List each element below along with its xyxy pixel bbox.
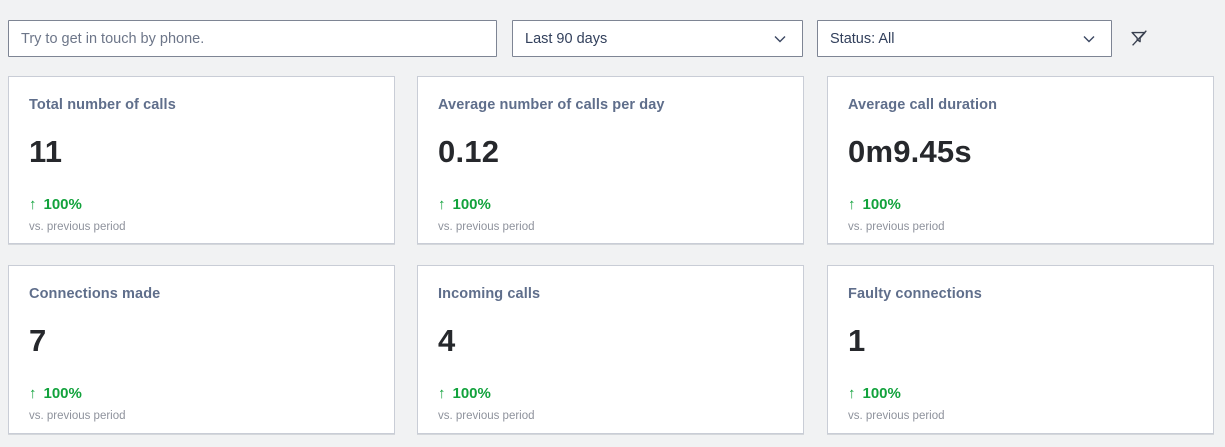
comparison-label: vs. previous period — [438, 410, 535, 422]
chevron-down-icon — [772, 31, 788, 47]
comparison-label: vs. previous period — [29, 221, 126, 233]
card-title: Average call duration — [848, 97, 998, 113]
stat-card-connections-made: Connections made 7 ↑ 100% vs. previous p… — [8, 265, 395, 434]
arrow-up-icon: ↑ — [29, 385, 37, 402]
card-value: 7 — [29, 323, 47, 358]
clear-filters-button[interactable] — [1124, 24, 1154, 54]
period-dropdown-value: Last 90 days — [525, 30, 608, 47]
trend-indicator: ↑ 100% — [29, 196, 374, 213]
card-title: Average number of calls per day — [438, 97, 665, 113]
chevron-down-icon — [1081, 31, 1097, 47]
card-value: 0.12 — [438, 134, 500, 169]
period-dropdown[interactable]: Last 90 days — [512, 20, 803, 57]
stat-card-total-calls: Total number of calls 11 ↑ 100% vs. prev… — [8, 76, 395, 244]
filter-off-icon — [1128, 27, 1150, 52]
trend-value: 100% — [43, 385, 82, 402]
trend-indicator: ↑ 100% — [29, 385, 374, 402]
search-input[interactable] — [8, 20, 497, 57]
trend-value: 100% — [452, 385, 491, 402]
comparison-label: vs. previous period — [848, 410, 945, 422]
arrow-up-icon: ↑ — [438, 196, 446, 213]
card-title: Total number of calls — [29, 97, 176, 113]
stat-card-incoming-calls: Incoming calls 4 ↑ 100% vs. previous per… — [417, 265, 804, 434]
arrow-up-icon: ↑ — [29, 196, 37, 213]
trend-indicator: ↑ 100% — [438, 196, 783, 213]
stat-card-avg-call-duration: Average call duration 0m9.45s ↑ 100% vs.… — [827, 76, 1214, 244]
card-value: 0m9.45s — [848, 134, 972, 169]
trend-indicator: ↑ 100% — [848, 196, 1193, 213]
arrow-up-icon: ↑ — [848, 196, 856, 213]
comparison-label: vs. previous period — [848, 221, 945, 233]
trend-indicator: ↑ 100% — [848, 385, 1193, 402]
status-dropdown-value: Status: All — [830, 30, 895, 47]
trend-value: 100% — [862, 385, 901, 402]
comparison-label: vs. previous period — [29, 410, 126, 422]
card-title: Faulty connections — [848, 286, 982, 302]
card-value: 4 — [438, 323, 456, 358]
card-value: 11 — [29, 134, 63, 169]
trend-value: 100% — [43, 196, 82, 213]
arrow-up-icon: ↑ — [848, 385, 856, 402]
stat-card-faulty-connections: Faulty connections 1 ↑ 100% vs. previous… — [827, 265, 1214, 434]
card-title: Connections made — [29, 286, 161, 302]
status-dropdown[interactable]: Status: All — [817, 20, 1112, 57]
trend-indicator: ↑ 100% — [438, 385, 783, 402]
card-title: Incoming calls — [438, 286, 541, 302]
trend-value: 100% — [452, 196, 491, 213]
card-value: 1 — [848, 323, 866, 358]
comparison-label: vs. previous period — [438, 221, 535, 233]
arrow-up-icon: ↑ — [438, 385, 446, 402]
trend-value: 100% — [862, 196, 901, 213]
stat-card-avg-calls-per-day: Average number of calls per day 0.12 ↑ 1… — [417, 76, 804, 244]
